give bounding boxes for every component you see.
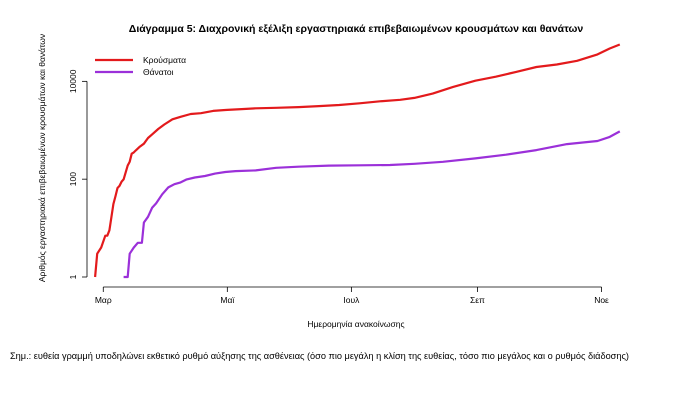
- legend-label-cases: Κρούσματα: [143, 55, 186, 65]
- series-layer: [94, 43, 621, 279]
- x-axis: Μαρ Μαϊ Ιουλ Σεπ Νοε: [95, 286, 609, 305]
- x-tick-label: Μαρ: [95, 295, 112, 305]
- line-chart: Διάγραμμα 5: Διαχρονική εξέλιξη εργαστηρ…: [37, 23, 621, 329]
- y-axis: 1 100 10000: [68, 69, 88, 279]
- series-line-cases: [94, 43, 621, 278]
- chart-title: Διάγραμμα 5: Διαχρονική εξέλιξη εργαστηρ…: [129, 23, 584, 35]
- y-tick-label: 1: [68, 274, 78, 279]
- legend: Κρούσματα Θάνατοι: [95, 55, 186, 77]
- legend-label-deaths: Θάνατοι: [143, 67, 174, 77]
- x-tick-label: Νοε: [594, 295, 609, 305]
- x-axis-label: Ημερομηνία ανακοίνωσης: [307, 319, 404, 329]
- y-axis-label: Αριθμός εργαστηριακά επιβεβαιωμένων κρου…: [37, 34, 47, 282]
- y-tick-label: 10000: [68, 69, 78, 93]
- x-tick-label: Ιουλ: [343, 295, 360, 305]
- x-tick-label: Σεπ: [470, 295, 485, 305]
- y-tick-label: 100: [68, 172, 78, 186]
- x-tick-label: Μαϊ: [220, 295, 235, 305]
- series-line-deaths: [123, 130, 621, 279]
- footnote: Σημ.: ευθεία γραμμή υποδηλώνει εκθετικό …: [10, 351, 629, 361]
